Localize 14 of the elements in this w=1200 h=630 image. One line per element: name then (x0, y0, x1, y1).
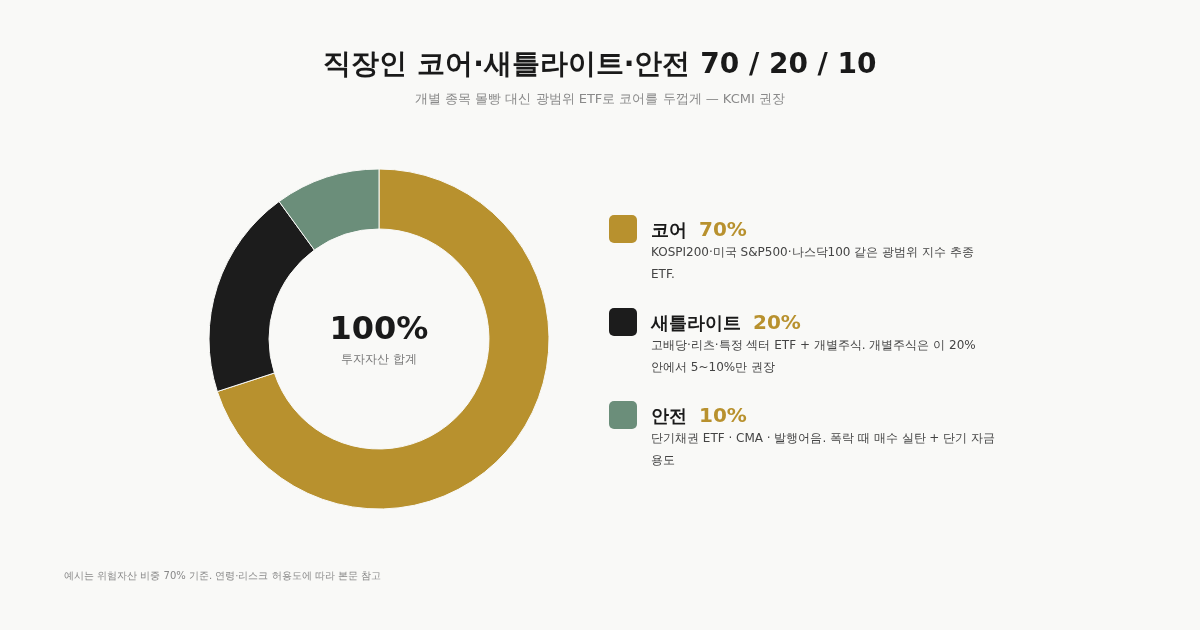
text: 단기채권 ETF · CMA · 발행어음. 폭락 때 매수 실탄 + 단기 자금 용도 (651, 431, 996, 467)
text: 100% (329, 309, 429, 347)
text: 고배당·리츠·특정 섹터 ETF + 개별주식. 개별주식은 이 20% 안에서 5~10%만 권장 (651, 338, 976, 374)
data-label: 70% (699, 217, 747, 241)
legend-label: 안전 (651, 405, 687, 426)
legend-label: 코어 (651, 219, 687, 240)
text: KOSPI200·미국 S&P500·나스닥100 같은 광범위 지수 추종 ETF. (651, 245, 974, 281)
text: 투자자산 합계 (341, 352, 417, 366)
chart-subtitle: 개별 종목 몰빵 대신 광범위 ETF로 코어를 두껍게 — KCMI 권장 (415, 91, 785, 106)
text: 예시는 위험자산 비중 70% 기준. 연령·리스크 허용도에 따라 본문 참고 (64, 570, 382, 581)
data-label: 20% (753, 310, 801, 334)
data-label: 10% (699, 403, 747, 427)
chart-title: 직장인 코어·새틀라이트·안전 70 / 20 / 10 (323, 47, 877, 80)
legend-label: 새틀라이트 (650, 312, 741, 333)
